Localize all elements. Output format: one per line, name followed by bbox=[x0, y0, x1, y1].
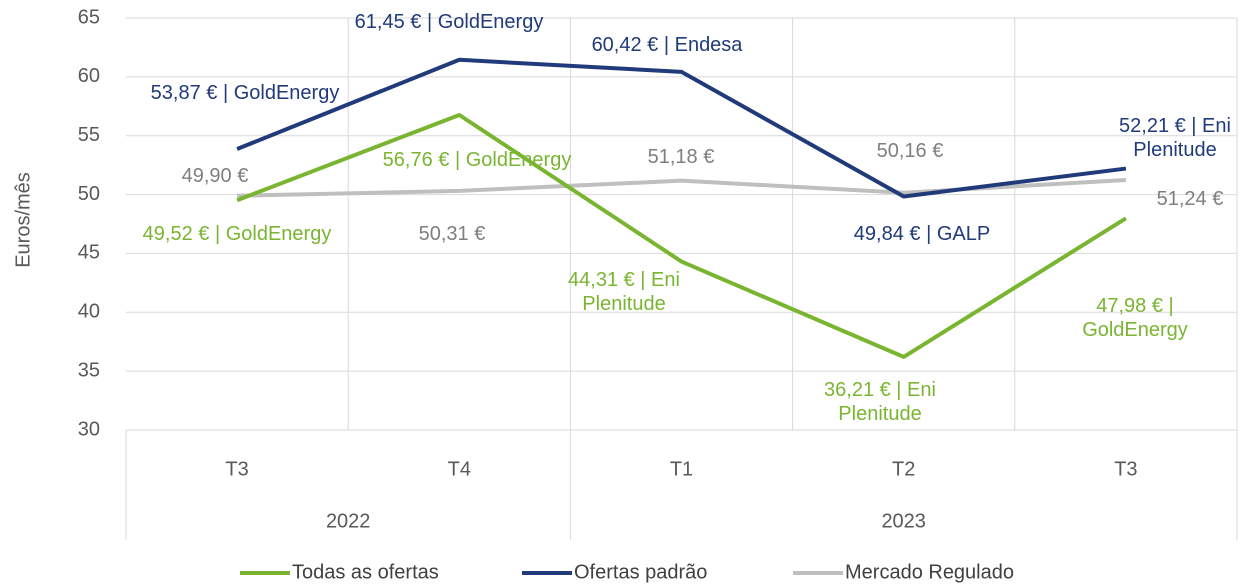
x-group-label: 2023 bbox=[881, 510, 926, 532]
data-label: 49,84 € | GALP bbox=[853, 223, 991, 245]
data-label: 53,87 € | GoldEnergy bbox=[150, 82, 340, 104]
data-label: 51,24 € bbox=[1156, 188, 1224, 210]
y-tick-label: 30 bbox=[78, 418, 100, 440]
y-tick-label: 45 bbox=[78, 242, 100, 264]
data-label: 44,31 € | Eni Plenitude bbox=[568, 269, 680, 315]
legend-label: Todas as ofertas bbox=[292, 561, 439, 583]
x-tick-label: T1 bbox=[670, 458, 693, 480]
y-tick-label: 65 bbox=[78, 6, 100, 28]
series-line bbox=[236, 112, 1127, 359]
legend-label: Mercado Regulado bbox=[845, 561, 1014, 583]
legend-label: Ofertas padrão bbox=[574, 561, 707, 583]
y-tick-label: 40 bbox=[78, 301, 100, 323]
data-label: 52,21 € | Eni Plenitude bbox=[1119, 115, 1231, 161]
y-tick-label: 35 bbox=[78, 359, 100, 381]
x-tick-label: T3 bbox=[225, 458, 248, 480]
x-tick-label: T2 bbox=[892, 458, 915, 480]
data-label: 49,52 € | GoldEnergy bbox=[142, 223, 332, 245]
data-label: 47,98 € | GoldEnergy bbox=[1082, 295, 1188, 341]
x-group-label: 2022 bbox=[326, 510, 371, 532]
data-label: 36,21 € | Eni Plenitude bbox=[824, 379, 936, 425]
data-label: 60,42 € | Endesa bbox=[591, 34, 743, 56]
y-tick-label: 50 bbox=[78, 183, 100, 205]
data-label: 61,45 € | GoldEnergy bbox=[354, 11, 544, 33]
series-line bbox=[237, 177, 1127, 198]
y-tick-label: 60 bbox=[78, 65, 100, 87]
x-tick-label: T4 bbox=[448, 458, 471, 480]
data-label: 50,16 € bbox=[876, 140, 944, 162]
y-tick-label: 55 bbox=[78, 124, 100, 146]
data-label: 56,76 € | GoldEnergy bbox=[382, 149, 572, 171]
data-label: 50,31 € bbox=[418, 223, 486, 245]
y-axis-title: Euros/mês bbox=[12, 172, 34, 268]
series-line bbox=[236, 57, 1127, 199]
data-label: 51,18 € bbox=[647, 146, 715, 168]
x-tick-label: T3 bbox=[1114, 458, 1137, 480]
data-label: 49,90 € bbox=[181, 165, 249, 187]
